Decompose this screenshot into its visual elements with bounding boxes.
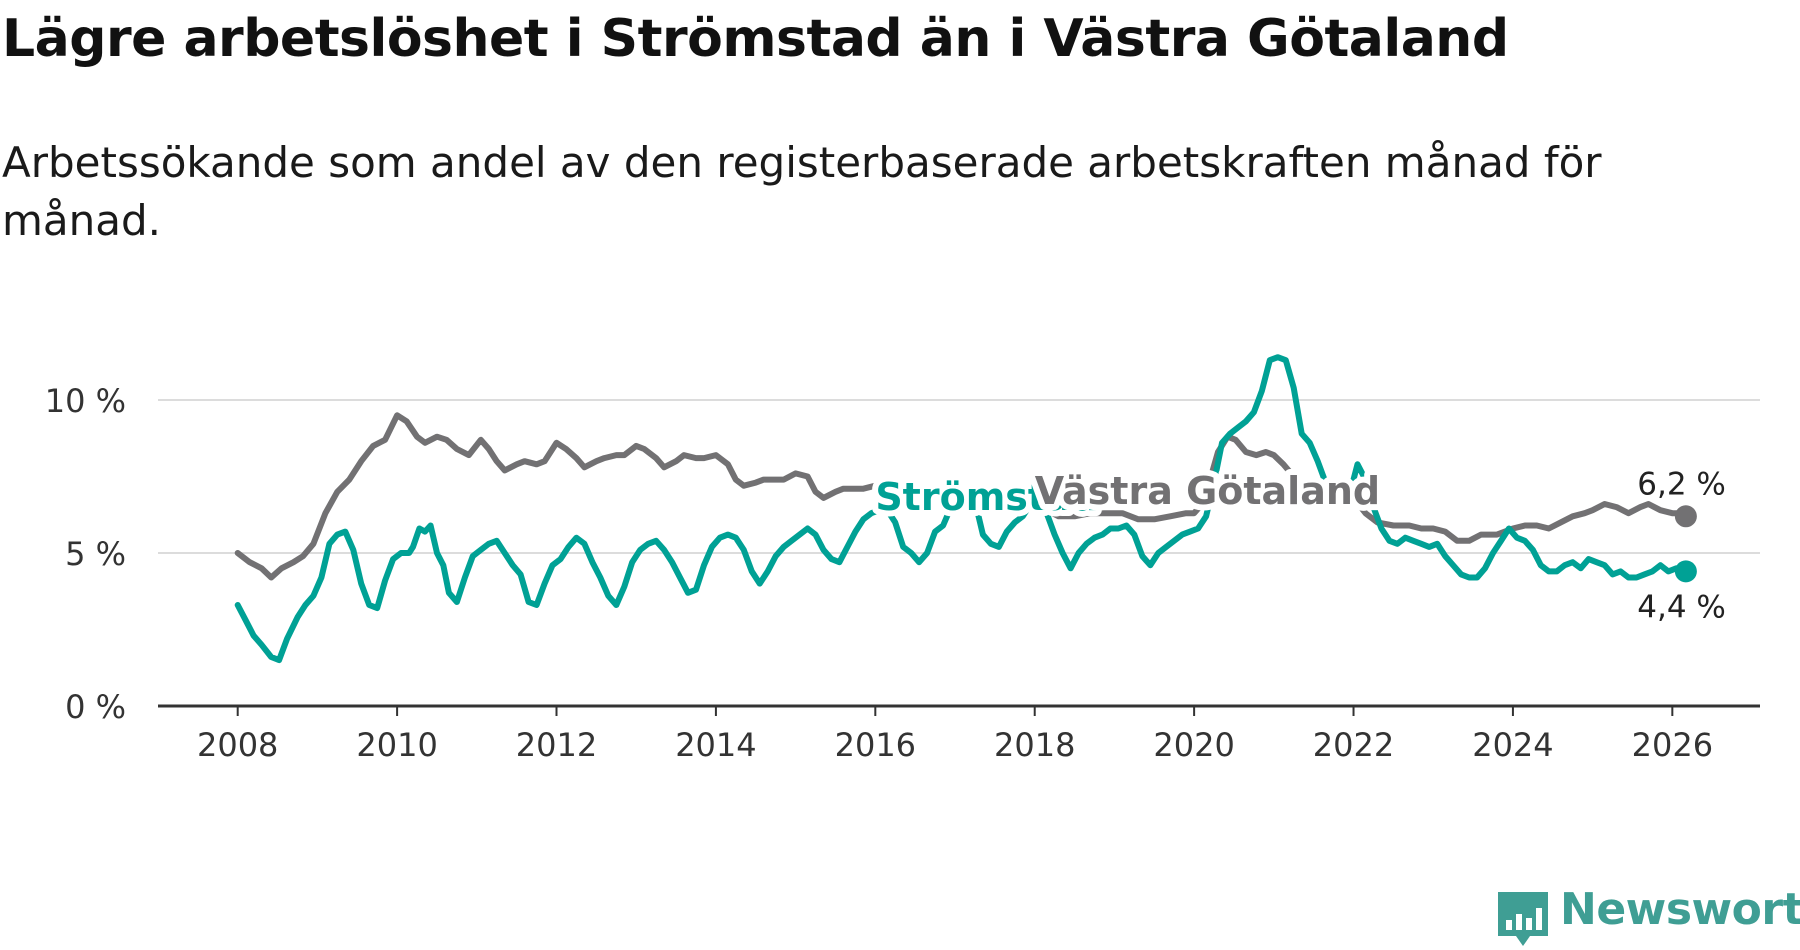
x-tick-label: 2016 <box>835 726 916 764</box>
x-tick-label: 2024 <box>1472 726 1553 764</box>
series-label-str-mstad: Strömstad <box>875 475 1099 519</box>
x-tick-label: 2008 <box>197 726 278 764</box>
end-point-str-mstad <box>1674 560 1697 583</box>
chart-title: Lägre arbetslöshet i Strömstad än i Väst… <box>2 9 1509 69</box>
x-tick-label: 2020 <box>1153 726 1234 764</box>
end-point-v-stra-g-taland <box>1674 505 1697 528</box>
x-axis: 2008 2010 2012 2014 2016 2018 2020 2022 2024 2026 <box>158 704 1760 764</box>
x-tick-label: 2026 <box>1632 726 1713 764</box>
y-tick-label: 0 % <box>65 688 126 726</box>
x-tick-label: 2012 <box>516 726 597 764</box>
end-label-v-stra-g-taland: 6,2 % <box>1637 466 1726 502</box>
y-tick-label: 5 % <box>65 535 126 573</box>
series-lines <box>234 354 1697 664</box>
series-line-v-stra-g-taland <box>234 412 1689 581</box>
chart-subtitle: Arbetssökande som andel av den registerb… <box>2 138 1602 245</box>
series-str-mstad <box>234 354 1697 664</box>
series-label-v-stra-g-taland: Västra Götaland <box>1035 469 1380 513</box>
x-tick-label: 2022 <box>1313 726 1394 764</box>
y-axis-tick-labels: 0 % 5 % 10 % <box>45 382 126 726</box>
series-line-str-mstad <box>234 354 1689 664</box>
x-tick-label: 2018 <box>994 726 1075 764</box>
y-tick-label: 10 % <box>45 382 126 420</box>
brand-name: Newsworthy <box>1560 884 1800 935</box>
newsworthy-logo-icon <box>1498 892 1548 946</box>
x-tick-label: 2010 <box>356 726 437 764</box>
series-v-stra-g-taland <box>234 412 1697 581</box>
x-tick-label: 2014 <box>675 726 756 764</box>
end-label-str-mstad: 4,4 % <box>1637 589 1726 625</box>
